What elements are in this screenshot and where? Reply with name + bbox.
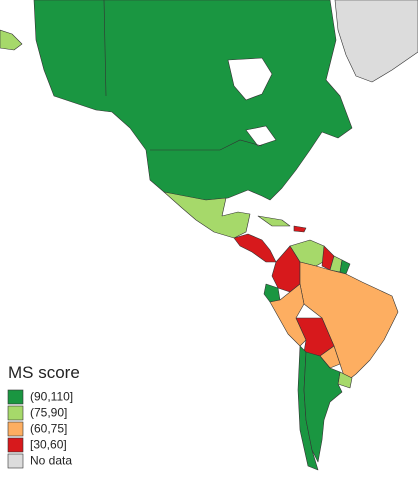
region (163, 191, 251, 239)
legend-swatch (7, 453, 24, 469)
region (293, 225, 307, 233)
legend-label: (90,110] (30, 390, 73, 404)
legend-label: [30,60] (30, 438, 67, 452)
legend-items: (90,110] (75,90] (60,75] [30,60] No data (7, 389, 73, 469)
legend-swatch (7, 405, 24, 421)
legend-swatch (7, 389, 24, 405)
region (233, 233, 277, 263)
region (339, 259, 351, 275)
region (334, 0, 418, 83)
region (257, 215, 291, 227)
region (303, 351, 343, 463)
legend-swatch (7, 437, 24, 453)
legend-label: (75,90] (30, 406, 67, 420)
region (299, 261, 399, 383)
water (227, 57, 273, 101)
legend-label: No data (30, 454, 72, 468)
legend: MS score (90,110] (75,90] (60,75] [30,60] No… (7, 363, 80, 469)
legend-swatch (7, 421, 24, 437)
regions (0, 0, 418, 471)
legend-label: (60,75] (30, 422, 67, 436)
region (33, 0, 353, 201)
region (0, 29, 23, 51)
water (245, 125, 277, 147)
region (269, 283, 307, 347)
border (150, 139, 263, 151)
border (103, 0, 107, 97)
legend-title: MS score (8, 363, 80, 382)
